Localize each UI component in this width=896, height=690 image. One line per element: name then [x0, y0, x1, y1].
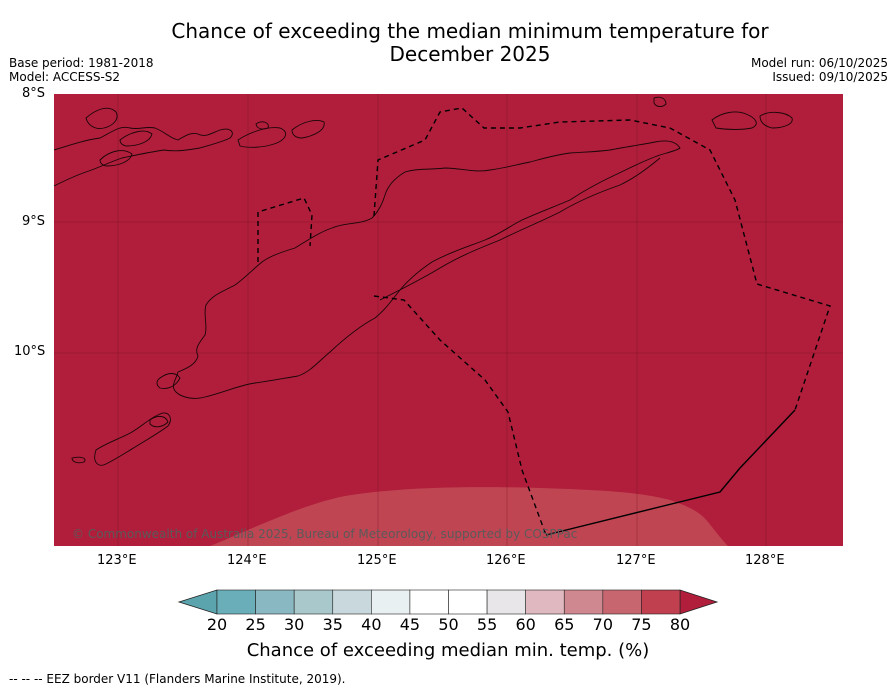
- footer-eez-source: -- -- -- EEZ border V11 (Flanders Marine…: [9, 672, 346, 686]
- colorbar-tick-label: 25: [245, 615, 266, 634]
- colorbar-segment: [602, 589, 642, 615]
- colorbar-tick-label: 30: [283, 615, 305, 634]
- colorbar-segment: [255, 589, 295, 615]
- colorbar-over-arrow: [679, 589, 719, 615]
- model-run: Model run: 06/10/2025: [750, 56, 888, 70]
- colorbar-tick-label: 80: [669, 615, 691, 634]
- colorbar-under-arrow: [177, 589, 218, 615]
- title-line-1: Chance of exceeding the median minimum t…: [171, 19, 769, 43]
- lon-label-128e: 128°E: [745, 553, 785, 568]
- colorbar-tick-label: 60: [515, 615, 536, 634]
- base-period: Base period: 1981-2018: [9, 56, 154, 70]
- colorbar-segment: [448, 589, 488, 615]
- colorbar-title: Chance of exceeding median min. temp. (%…: [246, 640, 650, 661]
- colorbar-tick-label: 70: [592, 615, 613, 634]
- lon-label-123e: 123°E: [97, 553, 137, 568]
- colorbar-tick-label: 45: [399, 615, 421, 634]
- map-background: [54, 94, 843, 546]
- gridlines: [54, 94, 843, 546]
- colorbar-segment: [563, 589, 604, 615]
- colorbar-segment: [216, 589, 256, 615]
- eez-borders: [257, 107, 831, 536]
- colorbar-tick-label: 35: [322, 615, 343, 634]
- lower-probability-region: [210, 487, 728, 546]
- colorbar-tick-label: 75: [631, 615, 652, 634]
- colorbar-segment: [332, 589, 372, 615]
- lat-label-10s: 10°S: [14, 344, 46, 359]
- colorbar-tick-label: 50: [438, 615, 459, 634]
- lon-label-125e: 125°E: [357, 553, 397, 568]
- colorbar-tick-label: 20: [206, 615, 228, 634]
- colorbar-segment: [293, 589, 334, 615]
- colorbar-tick-label: 40: [361, 615, 382, 634]
- colorbar-segment: [525, 589, 565, 615]
- colorbar-segment: [409, 589, 449, 615]
- colorbar-segment: [641, 589, 681, 615]
- issued-date: Issued: 09/10/2025: [772, 70, 888, 84]
- colorbar-segment: [486, 589, 526, 615]
- model-name: Model: ACCESS-S2: [9, 70, 121, 84]
- eez-solid-segment: [545, 409, 796, 536]
- lat-label-8s: 8°S: [22, 86, 46, 101]
- coastlines: [54, 96, 793, 466]
- colorbar-tick-label: 65: [554, 615, 575, 634]
- colorbar: [177, 589, 719, 615]
- timor-island-coastline: [173, 140, 681, 399]
- colorbar-segment: [371, 589, 411, 615]
- lon-label-124e: 124°E: [227, 553, 267, 568]
- lon-label-126e: 126°E: [486, 553, 526, 568]
- lat-label-9s: 9°S: [22, 214, 46, 229]
- copyright-notice: © Commonwealth of Australia 2025, Bureau…: [72, 527, 578, 541]
- title-line-2: December 2025: [389, 42, 551, 66]
- lon-label-127e: 127°E: [616, 553, 656, 568]
- colorbar-tick-label: 55: [476, 615, 498, 634]
